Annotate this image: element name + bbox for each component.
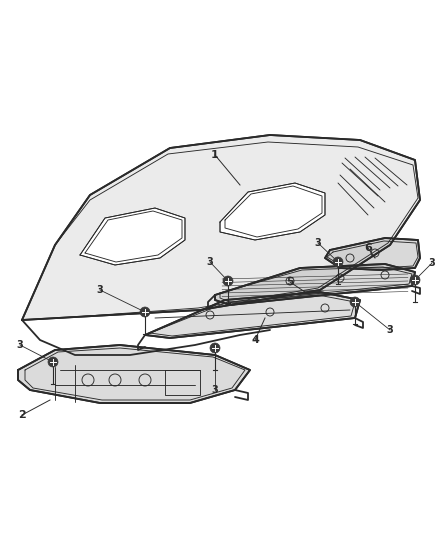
Polygon shape: [80, 208, 185, 265]
Text: 3: 3: [429, 258, 435, 268]
Polygon shape: [22, 135, 420, 320]
Text: 6: 6: [364, 243, 372, 253]
Circle shape: [210, 343, 220, 353]
Text: 3: 3: [207, 257, 213, 267]
Text: 3: 3: [97, 285, 103, 295]
Polygon shape: [325, 238, 420, 270]
Circle shape: [223, 276, 233, 286]
Polygon shape: [18, 345, 250, 403]
Text: 2: 2: [18, 410, 26, 420]
Circle shape: [333, 257, 343, 267]
Text: 3: 3: [387, 325, 393, 335]
Text: 3: 3: [314, 238, 321, 248]
Text: 3: 3: [212, 385, 219, 395]
Text: 3: 3: [17, 340, 23, 350]
Text: 1: 1: [211, 150, 219, 160]
Polygon shape: [220, 183, 325, 240]
Circle shape: [140, 307, 150, 317]
Text: 5: 5: [286, 277, 294, 287]
Text: 4: 4: [251, 335, 259, 345]
Circle shape: [350, 297, 360, 307]
Polygon shape: [215, 264, 415, 305]
Circle shape: [48, 357, 58, 367]
Polygon shape: [145, 292, 360, 338]
Circle shape: [410, 275, 420, 285]
